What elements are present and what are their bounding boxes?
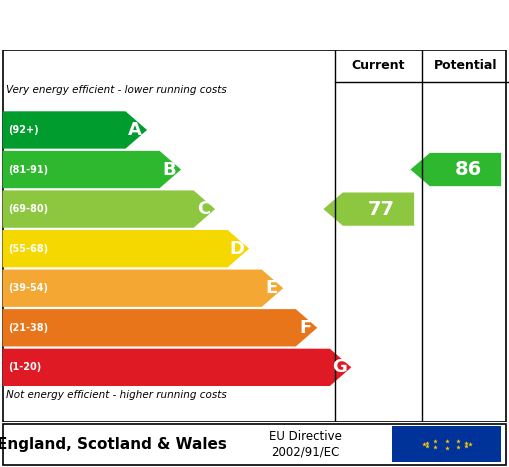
Polygon shape [3, 191, 215, 228]
Text: C: C [196, 200, 210, 218]
Text: 86: 86 [455, 160, 482, 179]
Polygon shape [410, 153, 501, 186]
Text: (69-80): (69-80) [8, 204, 48, 214]
Text: England, Scotland & Wales: England, Scotland & Wales [0, 437, 227, 452]
Text: (92+): (92+) [8, 125, 38, 135]
Text: EU Directive
2002/91/EC: EU Directive 2002/91/EC [269, 431, 342, 458]
Text: 77: 77 [368, 199, 395, 219]
Text: (55-68): (55-68) [8, 244, 48, 254]
Text: (1-20): (1-20) [8, 362, 41, 372]
Polygon shape [323, 192, 414, 226]
Text: A: A [128, 121, 142, 139]
Text: Not energy efficient - higher running costs: Not energy efficient - higher running co… [6, 390, 227, 400]
Bar [392, 426, 501, 462]
Polygon shape [3, 349, 351, 386]
Polygon shape [3, 230, 249, 267]
Text: B: B [162, 161, 176, 178]
Text: (81-91): (81-91) [8, 164, 48, 175]
Text: D: D [230, 240, 245, 258]
Text: E: E [265, 279, 277, 297]
Text: (21-38): (21-38) [8, 323, 48, 333]
Text: (39-54): (39-54) [8, 283, 48, 293]
Polygon shape [3, 111, 147, 149]
Text: Potential: Potential [434, 59, 497, 72]
Polygon shape [3, 309, 317, 347]
Text: G: G [332, 358, 347, 376]
Polygon shape [3, 269, 283, 307]
Text: Energy Efficiency Rating: Energy Efficiency Rating [15, 13, 341, 37]
Text: Very energy efficient - lower running costs: Very energy efficient - lower running co… [6, 85, 227, 95]
Text: Current: Current [352, 59, 405, 72]
Text: F: F [299, 319, 312, 337]
Polygon shape [3, 151, 181, 188]
